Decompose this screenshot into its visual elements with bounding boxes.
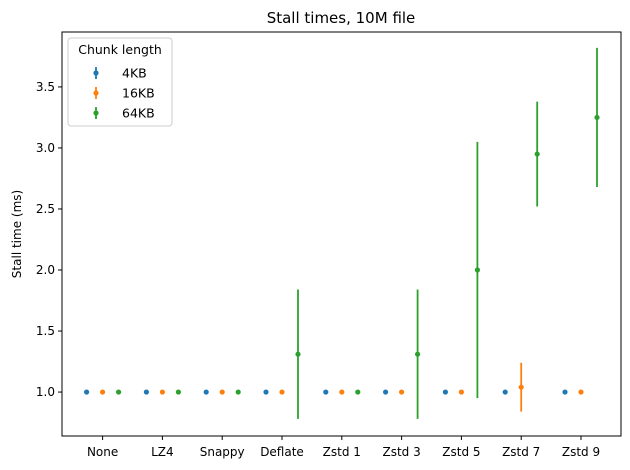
y-tick-label: 3.0 [36,141,55,155]
legend-label: 64KB [122,106,155,121]
x-tick-label: Zstd 9 [562,445,600,459]
legend-title: Chunk length [78,42,162,57]
legend: Chunk length 4KB 16KB 64KB [67,37,173,127]
data-point [323,389,329,395]
data-point [458,389,464,395]
data-point [415,351,421,357]
legend-marker [93,90,99,96]
data-point [116,389,122,395]
data-point [339,389,345,395]
legend-entry-4KB: 4KB [93,66,147,81]
data-point [263,389,269,395]
legend-label: 4KB [122,66,147,81]
data-point [383,389,389,395]
y-tick-label: 2.5 [36,202,55,216]
plot-marks [84,47,600,419]
data-point [594,114,600,121]
chart-title: Stall times, 10M file [267,9,416,27]
data-point [562,389,568,395]
x-tick-label: Zstd 1 [323,445,361,459]
data-point [100,389,106,395]
x-tick-label: Zstd 7 [502,445,540,459]
data-point [219,389,225,395]
x-tick-label: Deflate [260,445,304,459]
x-tick-label: Snappy [200,445,245,459]
series-16KB [100,362,584,412]
y-tick-label: 1.5 [36,324,55,338]
data-point [399,389,405,395]
y-axis-label: Stall time (ms) [10,190,24,278]
data-point [279,389,285,395]
data-point [159,389,165,395]
data-point [355,389,361,395]
data-point [84,389,90,395]
data-point [203,389,209,395]
series-4KB [84,389,568,395]
data-point [518,384,524,390]
y-tick-label: 3.5 [36,80,55,94]
data-point [474,267,480,273]
data-point [143,389,149,395]
axis-ticks: None LZ4 Snappy Deflate Zstd 1 Zstd 3 Zstd 5 Zs… [36,80,600,459]
data-point [578,389,584,395]
legend-entry-16KB: 16KB [93,86,155,101]
legend-entry-64KB: 64KB [93,106,155,121]
data-point [534,151,540,157]
data-point [295,351,301,357]
series-64KB [116,47,600,419]
x-tick-label: LZ4 [151,445,174,459]
data-point [175,389,181,395]
legend-box [67,37,173,127]
data-point [235,389,241,395]
legend-marker [93,70,99,76]
y-tick-label: 1.0 [36,385,55,399]
data-point [502,389,508,395]
x-tick-label: Zstd 5 [442,445,480,459]
x-tick-label: None [87,445,118,459]
data-point [442,389,448,395]
legend-label: 16KB [122,86,155,101]
x-tick-label: Zstd 3 [382,445,420,459]
y-tick-label: 2.0 [36,263,55,277]
legend-marker [93,110,99,116]
